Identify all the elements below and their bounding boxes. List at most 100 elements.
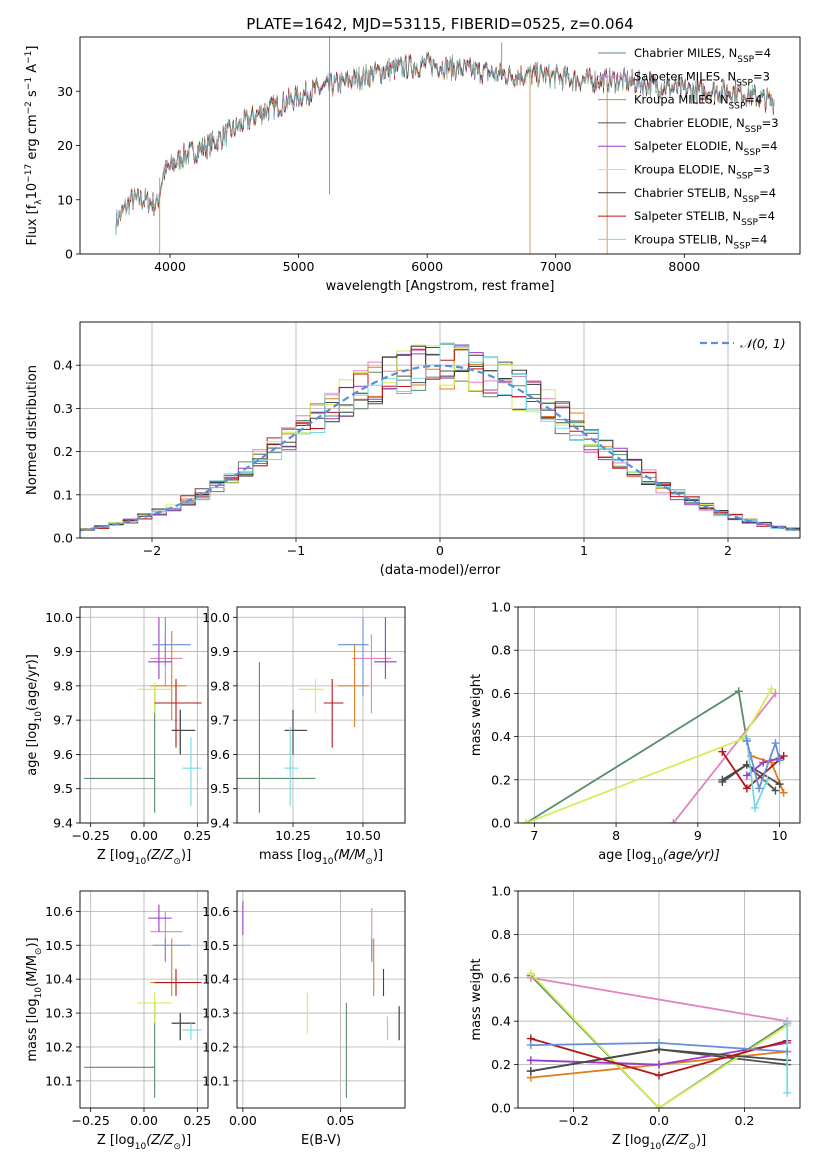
y-tick-label: 9.8 [210, 678, 230, 693]
y-tick-label: 0.8 [491, 643, 511, 658]
y-tick-label: 1.0 [491, 600, 511, 615]
weight-marker [779, 788, 788, 797]
normal-legend-label: 𝒩(0, 1) [740, 336, 786, 351]
x-tick-label: 1 [580, 543, 588, 558]
ticks: 0.00 0.05 10.1 10.2 10.3 10.4 10.5 10.6 [202, 904, 354, 1128]
y-tick-label: 0.4 [53, 358, 73, 373]
y-tick-label: 10.1 [202, 1073, 230, 1088]
x-tick-label: −0.2 [558, 1113, 588, 1128]
y-axis-label: mass weight [469, 674, 484, 756]
y-tick-label: 10.5 [45, 938, 73, 953]
y-tick-label: 0.2 [53, 444, 73, 459]
x-axis-label: mass [log10(M/M⊙)] [259, 848, 383, 867]
y-tick-label: 0.0 [491, 1101, 511, 1116]
y-tick-label: 10.1 [45, 1073, 73, 1088]
residuals-panel: −2 −1 0 1 2 0.0 0.1 0.2 0.3 0.4 (data-model)/error… [25, 321, 801, 578]
y-tick-label: 9.4 [210, 816, 230, 831]
x-tick-label: 0.25 [183, 1113, 211, 1128]
x-tick-label: 0 [436, 543, 444, 558]
ticks: −0.2 0.0 0.2 0.0 0.2 0.4 0.6 0.8 1.0 [491, 884, 754, 1129]
normal-curve [80, 364, 800, 532]
y-tick-label: 9.8 [53, 678, 73, 693]
x-tick-label: −0.25 [72, 1113, 110, 1128]
axes-frame [236, 890, 406, 1109]
plot-area [115, 37, 775, 254]
weight-marker [755, 784, 764, 793]
y-tick-label: 10.0 [202, 610, 230, 625]
y-axis-label: mass [log10(M/M⊙)] [25, 937, 44, 1061]
age-vs-z-panel: −0.25 0.00 0.25 9.4 9.5 9.6 9.7 9.8 9.9 10.0 Z [lo… [25, 606, 211, 867]
x-tick-label: 0.25 [183, 828, 211, 843]
x-axis-label: E(B-V) [301, 1133, 341, 1148]
plot-area [242, 901, 400, 1098]
weight-marker [783, 1019, 792, 1028]
x-tick-label: −1 [287, 543, 305, 558]
weight-marker [718, 777, 727, 786]
weight-vs-age-panel: 7 8 9 10 0.0 0.2 0.4 0.6 0.8 1.0 age [log10(age/yr… [469, 600, 801, 867]
mass-vs-z-panel: −0.25 0.00 0.25 10.1 10.2 10.3 10.4 10.5 10.6 Z [… [25, 890, 211, 1152]
y-tick-label: 10.2 [45, 1039, 73, 1054]
ticks: −0.25 0.00 0.25 10.1 10.2 10.3 10.4 10.5 10.6 [45, 904, 211, 1128]
legend-entry: Salpeter STELIB, NSSP=4 [634, 209, 775, 228]
weight-marker [763, 775, 772, 784]
weight-marker [775, 756, 784, 765]
weight-marker [779, 752, 788, 761]
y-tick-label: 0.8 [491, 927, 511, 942]
y-tick-label: 0 [65, 247, 73, 262]
x-tick-label: 10.25 [275, 828, 311, 843]
legend-entry: Salpeter ELODIE, NSSP=4 [634, 139, 777, 158]
weight-marker [718, 747, 727, 756]
grid [80, 607, 208, 824]
y-tick-label: 0.4 [491, 729, 511, 744]
y-tick-label: 9.6 [210, 747, 230, 762]
y-tick-label: 10.6 [202, 904, 230, 919]
weight-line-2 [530, 976, 788, 1023]
x-tick-label: 7000 [540, 259, 572, 274]
grid [80, 891, 208, 1108]
weight-marker [655, 1060, 663, 1069]
y-tick-label: 9.6 [53, 747, 73, 762]
y-tick-label: 10.4 [45, 972, 73, 987]
legend-entry: Chabrier STELIB, NSSP=4 [634, 186, 776, 205]
y-axis-label: Flux [fλ10−17 erg cm−2 s−1 A−1] [24, 46, 44, 246]
y-tick-label: 9.5 [210, 781, 230, 796]
y-tick-label: 9.7 [53, 713, 73, 728]
weight-vs-z-panel: −0.2 0.0 0.2 0.0 0.2 0.4 0.6 0.8 1.0 Z [log10(Z/Z… [469, 884, 801, 1152]
x-tick-label: 6000 [411, 259, 443, 274]
weight-marker [771, 739, 780, 748]
weight-marker [767, 685, 776, 694]
y-tick-label: 9.9 [210, 644, 230, 659]
plot-area [84, 617, 202, 813]
y-tick-label: 9.9 [53, 644, 73, 659]
y-tick-label: 30 [57, 84, 73, 99]
weight-marker [526, 1067, 535, 1076]
weight-marker [655, 1038, 663, 1047]
y-tick-label: 20 [57, 138, 73, 153]
x-tick-label: 9 [694, 828, 702, 843]
weight-marker [751, 803, 760, 812]
y-tick-label: 0.4 [491, 1014, 511, 1029]
y-axis-label: mass weight [469, 958, 484, 1040]
ticks: 4000 5000 6000 7000 8000 0 10 20 30 [57, 84, 700, 274]
y-tick-label: 9.5 [53, 781, 73, 796]
spectrum-legend: Chabrier MILES, NSSP=4 Salpeter MILES, NS… [598, 46, 779, 251]
y-tick-label: 0.2 [491, 772, 511, 787]
weight-marker [742, 736, 751, 745]
weight-marker [526, 969, 535, 978]
y-tick-label: 10.6 [45, 904, 73, 919]
x-tick-label: 0.05 [327, 1113, 355, 1128]
x-tick-label: −0.25 [72, 828, 110, 843]
x-tick-label: 2 [724, 543, 732, 558]
plot-area [526, 969, 792, 1108]
x-axis-label: age [log10(age/yr)] [598, 848, 720, 867]
plot-area [237, 617, 397, 813]
weight-marker [783, 1047, 792, 1056]
x-tick-label: 0.00 [130, 828, 158, 843]
y-tick-label: 10.4 [202, 972, 230, 987]
weight-marker [522, 819, 531, 823]
weight-marker [783, 1088, 792, 1097]
weight-line-10 [746, 739, 781, 792]
spectrum-model-line-9 [115, 54, 775, 235]
y-tick-label: 0.1 [53, 487, 73, 502]
weight-marker [655, 1104, 663, 1108]
